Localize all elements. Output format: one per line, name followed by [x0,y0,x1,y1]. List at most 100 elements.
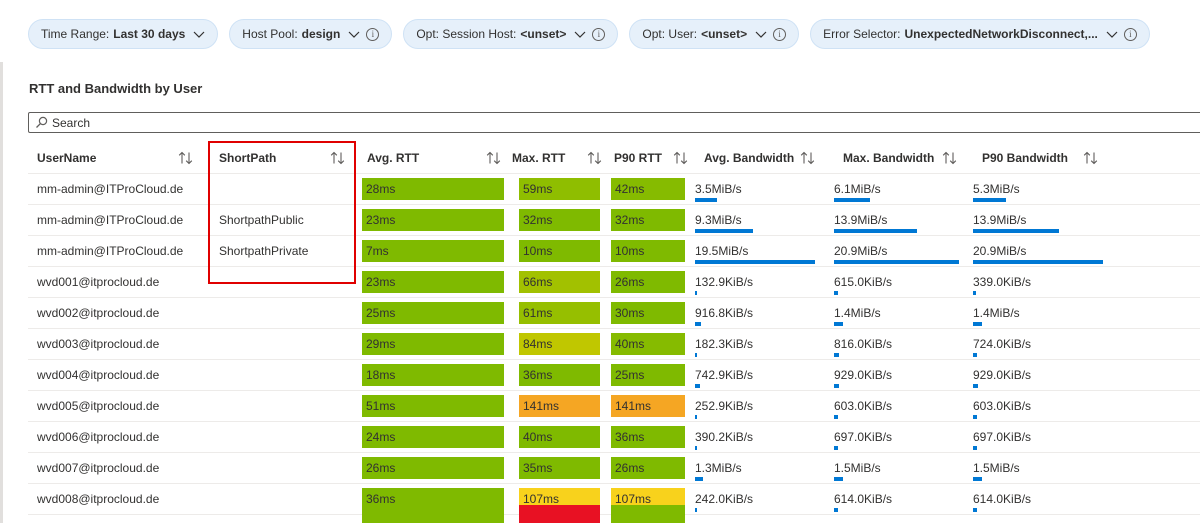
bandwidth-bar [973,198,1006,202]
table-row[interactable]: wvd005@itprocloud.de 51ms 141ms 141ms 252.9K… [28,391,1200,422]
bandwidth-bar [695,322,701,326]
bandwidth-value: 929.0KiB/s [834,368,893,382]
bandwidth-value: 697.0KiB/s [973,430,1032,444]
table-row[interactable]: mm-admin@ITProCloud.de ShortpathPrivate 7m… [28,236,1200,267]
info-icon[interactable]: i [1123,27,1137,41]
left-border [0,62,3,523]
p90-rtt-cell: 30ms [611,302,685,324]
sort-icon[interactable] [800,151,816,165]
filter-label: Opt: User: [642,27,698,41]
bandwidth-value: 390.2KiB/s [695,430,754,444]
table-row[interactable]: wvd006@itprocloud.de 24ms 40ms 36ms 390.2KiB… [28,422,1200,453]
sort-icon[interactable] [673,151,689,165]
filter-label: Host Pool: [242,27,298,41]
max-rtt-cell: 84ms [519,333,600,355]
sort-icon[interactable] [330,151,346,165]
partial-heat-cell [519,505,600,523]
bandwidth-value: 6.1MiB/s [834,182,881,196]
user-filter[interactable]: Opt: User: <unset> i [629,19,800,49]
column-header-shortpath[interactable]: ShortPath [210,143,358,173]
max-rtt-cell: 66ms [519,271,600,293]
sort-icon[interactable] [1083,151,1099,165]
max-rtt-cell: 40ms [519,426,600,448]
avg-rtt-cell: 23ms [362,271,504,293]
shortpath-cell [210,360,359,390]
filter-value: <unset> [520,27,567,41]
time-range-filter[interactable]: Time Range: Last 30 days [28,19,219,49]
host-pool-filter[interactable]: Host Pool: design i [229,19,393,49]
search-input[interactable] [52,115,1052,130]
column-header-avg-rtt[interactable]: Avg. RTT [358,143,503,173]
sort-icon[interactable] [587,151,603,165]
max-rtt-cell: 32ms [519,209,600,231]
info-icon[interactable]: i [773,27,787,41]
table-row[interactable]: wvd001@itprocloud.de 23ms 66ms 26ms 132.9KiB… [28,267,1200,298]
column-header-label: P90 RTT [614,151,663,165]
bandwidth-value: 242.0KiB/s [695,492,754,506]
p90-rtt-cell: 141ms [611,395,685,417]
bandwidth-bar [695,477,703,481]
table-row[interactable]: wvd002@itprocloud.de 25ms 61ms 30ms 916.8KiB… [28,298,1200,329]
sort-icon[interactable] [178,151,194,165]
info-icon[interactable]: i [366,27,380,41]
bandwidth-value: 19.5MiB/s [695,244,749,258]
bandwidth-bar [834,446,838,450]
section-title: RTT and Bandwidth by User [29,81,203,96]
bandwidth-value: 1.4MiB/s [834,306,881,320]
column-header-max-bandwidth[interactable]: Max. Bandwidth [834,143,973,173]
username-cell: wvd002@itprocloud.de [37,306,160,320]
bandwidth-value: 916.8KiB/s [695,306,754,320]
column-header-avg-bandwidth[interactable]: Avg. Bandwidth [695,143,834,173]
search-box[interactable] [28,112,1200,133]
info-icon[interactable]: i [592,27,606,41]
bandwidth-bar [834,198,870,202]
partial-heat-cell [611,505,685,523]
shortpath-cell [210,174,359,204]
max-rtt-cell: 35ms [519,457,600,479]
avg-rtt-cell: 24ms [362,426,504,448]
p90-rtt-cell: 32ms [611,209,685,231]
filter-value: Last 30 days [113,27,186,41]
shortpath-cell [210,267,359,297]
session-host-filter[interactable]: Opt: Session Host: <unset> i [403,19,619,49]
search-icon [36,116,48,128]
p90-rtt-cell: 26ms [611,457,685,479]
table-row[interactable]: mm-admin@ITProCloud.de 28ms 59ms 42ms 3.5MiB… [28,174,1200,205]
table-row[interactable]: wvd008@itprocloud.de 36ms 107ms 107ms 242.0K… [28,484,1200,515]
bandwidth-bar [834,508,838,512]
avg-rtt-cell: 51ms [362,395,504,417]
table-row[interactable]: wvd004@itprocloud.de 18ms 36ms 25ms 742.9KiB… [28,360,1200,391]
column-header-label: Avg. RTT [367,151,420,165]
avg-rtt-cell: 29ms [362,333,504,355]
shortpath-cell [210,298,359,328]
column-header-username[interactable]: UserName [28,143,210,173]
bandwidth-bar [973,415,977,419]
column-header-p90-rtt[interactable]: P90 RTT [605,143,695,173]
max-rtt-cell: 61ms [519,302,600,324]
bandwidth-bar [973,353,977,357]
bandwidth-bar [695,291,697,295]
shortpath-cell [210,391,359,421]
bandwidth-bar [695,508,697,512]
bandwidth-value: 742.9KiB/s [695,368,754,382]
error-selector-filter[interactable]: Error Selector: UnexpectedNetworkDisconne… [810,19,1150,49]
sort-icon[interactable] [486,151,502,165]
partial-heat-cell [362,505,504,523]
column-header-label: ShortPath [219,151,277,165]
bandwidth-value: 1.5MiB/s [973,461,1020,475]
shortpath-cell [210,422,359,452]
column-header-p90-bandwidth[interactable]: P90 Bandwidth [973,143,1123,173]
username-cell: mm-admin@ITProCloud.de [37,182,184,196]
chevron-down-icon [1106,31,1118,38]
table-row[interactable]: wvd007@itprocloud.de 26ms 35ms 26ms 1.3MiB/s… [28,453,1200,484]
avg-rtt-cell: 25ms [362,302,504,324]
bandwidth-value: 603.0KiB/s [973,399,1032,413]
sort-icon[interactable] [942,151,958,165]
bandwidth-bar [973,384,978,388]
column-header-max-rtt[interactable]: Max. RTT [503,143,605,173]
bandwidth-bar [834,229,917,233]
table-row[interactable]: mm-admin@ITProCloud.de ShortpathPublic 23m… [28,205,1200,236]
username-cell: wvd008@itprocloud.de [37,492,160,506]
table-row[interactable]: wvd003@itprocloud.de 29ms 84ms 40ms 182.3KiB… [28,329,1200,360]
p90-rtt-cell: 42ms [611,178,685,200]
